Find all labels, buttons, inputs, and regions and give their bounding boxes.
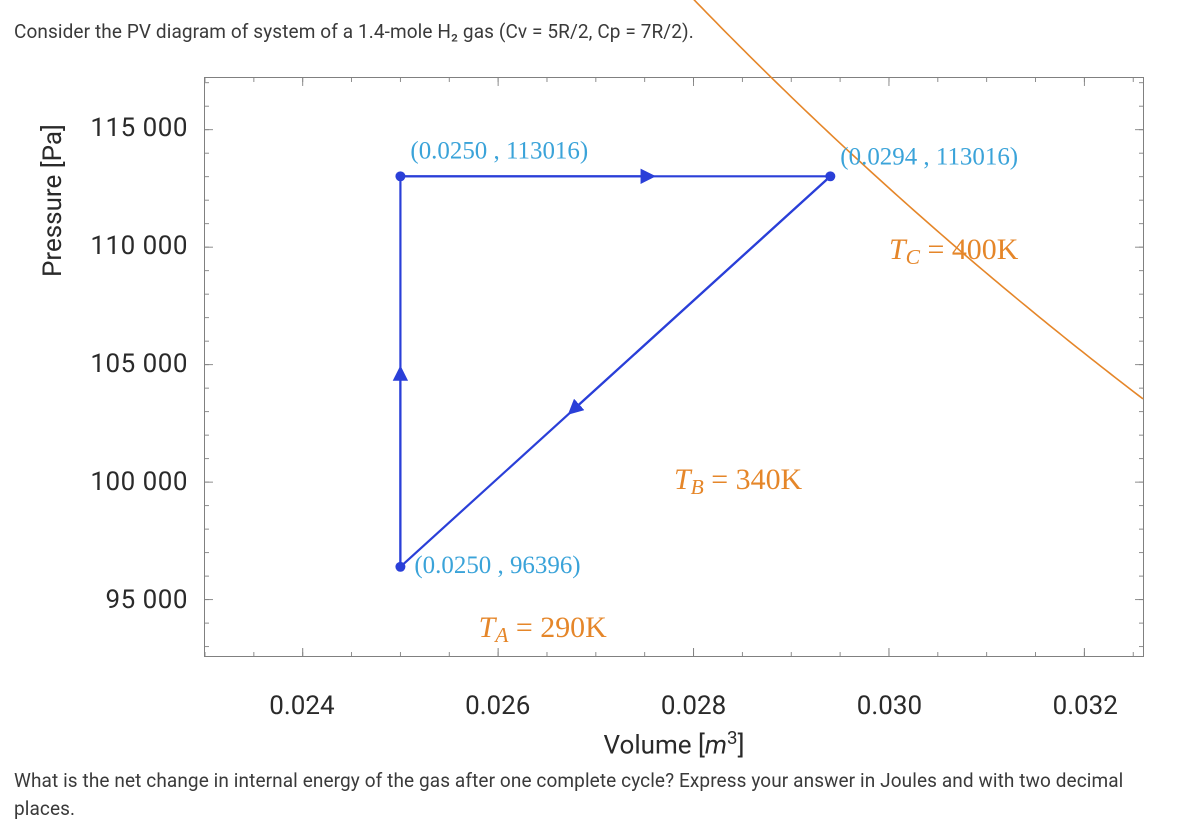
ytick: 115 000: [64, 113, 188, 143]
plot-svg: (0.0250 , 113016) (0.0294 , 113016) (0.025…: [205, 78, 1143, 656]
plot-area: (0.0250 , 113016) (0.0294 , 113016) (0.025…: [204, 77, 1144, 657]
question-top: Consider the PV diagram of system of a 1…: [14, 18, 1186, 47]
xtick: 0.024: [269, 691, 334, 721]
pv-chart: Pressure [Pa] (0.0250 , 113016)(0.0294 ,…: [64, 77, 1164, 757]
x-axis-label: Volume [m3]: [64, 727, 1164, 761]
ytick: 95 000: [64, 585, 188, 615]
svg-text:TB = 340K: TB = 340K: [674, 463, 803, 499]
ytick: 100 000: [64, 467, 188, 497]
xtick: 0.028: [661, 691, 726, 721]
xtick: 0.032: [1053, 691, 1118, 721]
xtick: 0.030: [857, 691, 922, 721]
ytick: 110 000: [64, 231, 188, 261]
question-bottom: What is the net change in internal energ…: [14, 767, 1186, 824]
svg-text:(0.0294 , 113016): (0.0294 , 113016): [840, 143, 1018, 170]
svg-text:TC = 400K: TC = 400K: [889, 232, 1019, 268]
svg-text:(0.0250 , 113016): (0.0250 , 113016): [410, 137, 588, 164]
xtick: 0.026: [465, 691, 530, 721]
svg-text:(0.0250 , 96396): (0.0250 , 96396): [414, 551, 580, 578]
svg-text:TA = 290K: TA = 290K: [479, 611, 608, 647]
ytick: 105 000: [64, 349, 188, 379]
